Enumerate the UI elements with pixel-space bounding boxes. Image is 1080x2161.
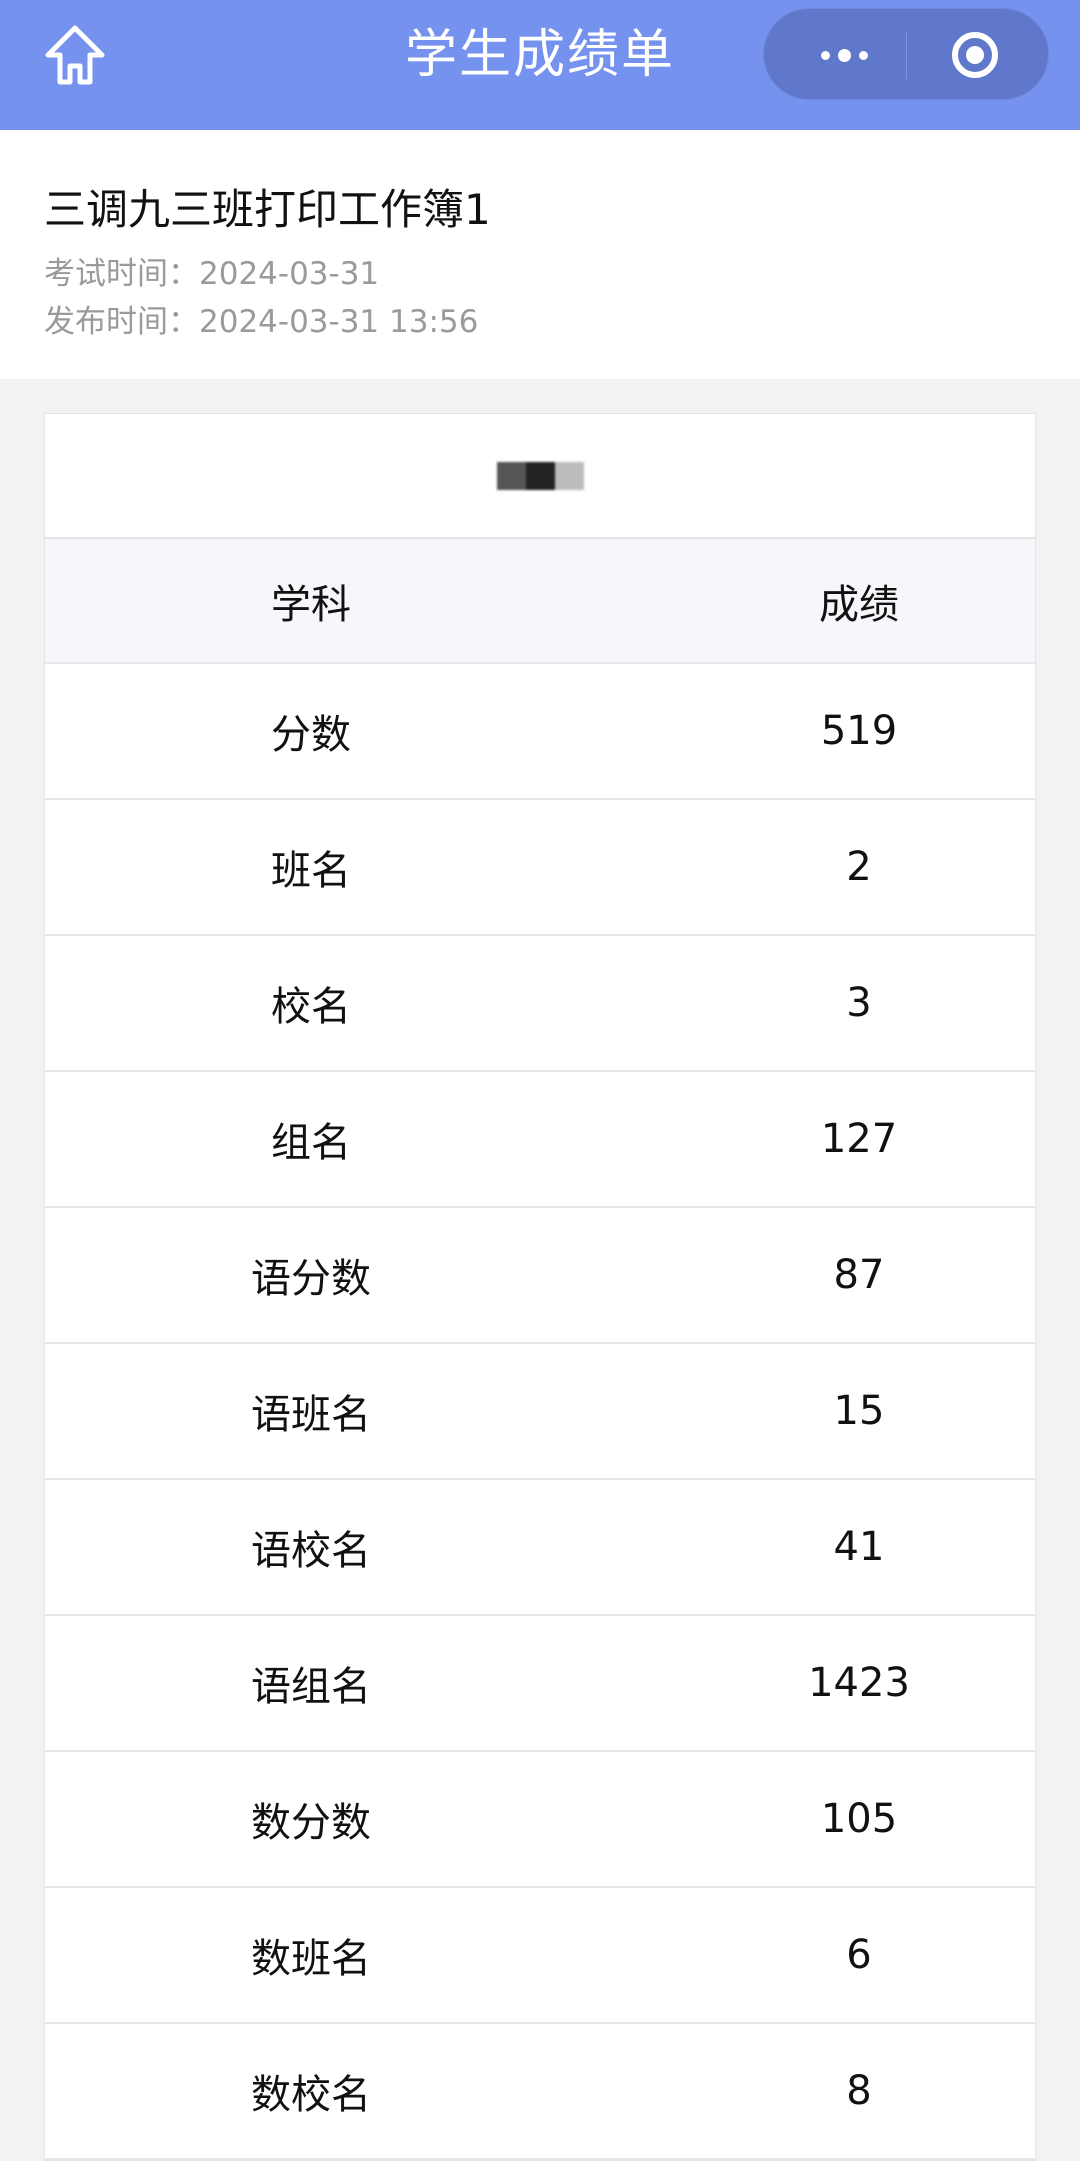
score-cell: 8	[846, 2068, 872, 2114]
subject-cell: 分数	[271, 712, 351, 758]
table-row: 语组名 1423	[45, 1616, 1035, 1752]
table-row: 数校名 8	[45, 2024, 1035, 2160]
table-row: 组名 127	[45, 1072, 1035, 1208]
publish-time-value: 2024-03-31 13:56	[199, 304, 479, 340]
table-row: 校名 3	[45, 936, 1035, 1072]
score-cell: 1423	[808, 1660, 910, 1706]
table-row: 语班名 15	[45, 1344, 1035, 1480]
page-title: 学生成绩单	[404, 25, 675, 85]
subject-cell: 语分数	[251, 1256, 371, 1302]
score-cell: 519	[820, 708, 898, 754]
table-row: 分数 519	[45, 664, 1035, 800]
table-row: 班名 2	[45, 800, 1035, 936]
exam-info: 三调九三班打印工作簿1 考试时间：2024-03-31 发布时间：2024-03…	[0, 130, 1080, 379]
table-header: 学科 成绩	[45, 539, 1035, 664]
top-nav-bar: 学生成绩单	[0, 0, 1080, 130]
pixelated-name	[496, 461, 584, 490]
score-table: 学科 成绩 分数 519 班名 2 校名 3 组名 127 语分数 87 语班名 15 语校名 41 语组名…	[44, 413, 1036, 2161]
subject-cell: 班名	[271, 848, 351, 894]
table-row: 语分数 87	[45, 1208, 1035, 1344]
subject-cell: 校名	[271, 984, 351, 1030]
score-cell: 105	[820, 1796, 898, 1842]
publish-time: 发布时间：2024-03-31 13:56	[44, 296, 478, 341]
more-dots-icon[interactable]	[804, 35, 884, 75]
score-cell: 3	[846, 980, 872, 1026]
exam-title: 三调九三班打印工作簿1	[44, 185, 491, 234]
exam-time-label: 考试时间：	[44, 256, 199, 292]
table-row: 语校名 41	[45, 1480, 1035, 1616]
publish-time-label: 发布时间：	[44, 304, 199, 340]
score-cell: 15	[833, 1388, 885, 1434]
home-icon[interactable]	[42, 22, 108, 88]
subject-cell: 语班名	[251, 1392, 371, 1438]
exam-time-value: 2024-03-31	[199, 256, 380, 292]
capsule-divider	[906, 31, 907, 79]
score-cell: 127	[820, 1116, 898, 1162]
exam-time: 考试时间：2024-03-31	[44, 248, 379, 293]
subject-cell: 组名	[271, 1120, 351, 1166]
header-subject: 学科	[271, 581, 351, 628]
subject-cell: 语校名	[251, 1528, 371, 1574]
score-cell: 87	[833, 1252, 885, 1298]
student-name-redacted	[45, 414, 1035, 539]
target-circle-icon[interactable]	[952, 32, 998, 78]
subject-cell: 数校名	[251, 2072, 371, 2118]
score-cell: 6	[846, 1932, 872, 1978]
subject-cell: 数分数	[251, 1800, 371, 1846]
subject-cell: 语组名	[251, 1664, 371, 1710]
table-row: 数分数 105	[45, 1752, 1035, 1888]
mini-program-capsule	[763, 8, 1049, 100]
subject-cell: 数班名	[251, 1936, 371, 1982]
header-score: 成绩	[819, 581, 899, 628]
table-row: 数班名 6	[45, 1888, 1035, 2024]
score-cell: 41	[833, 1524, 885, 1570]
score-cell: 2	[846, 844, 872, 890]
